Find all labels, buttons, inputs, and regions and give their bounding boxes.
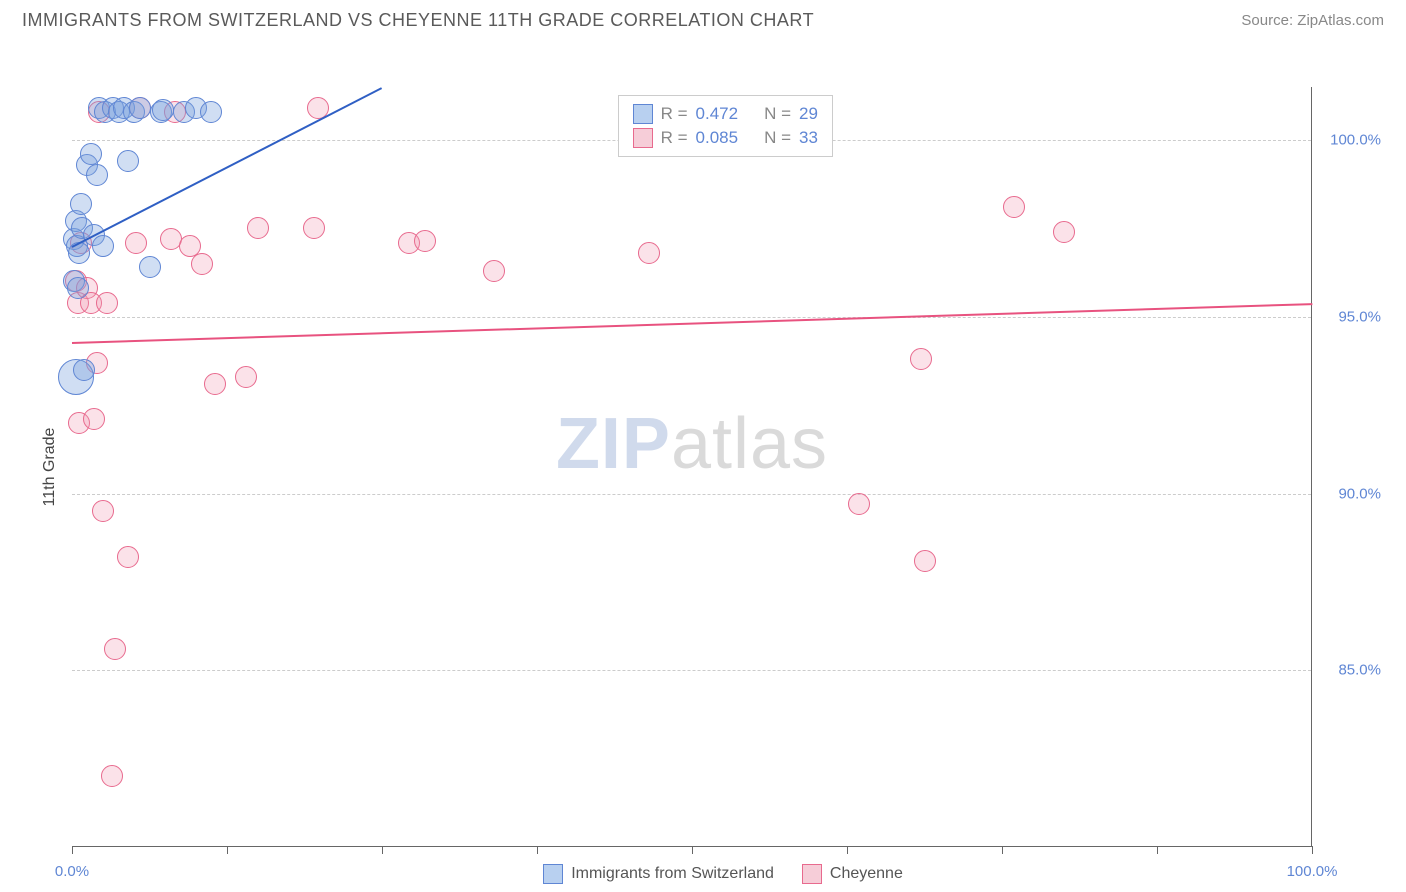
gridline-h (72, 494, 1311, 495)
legend-r-value: 0.472 (696, 104, 739, 124)
data-point-cheyenne (638, 242, 660, 264)
x-tick (1312, 846, 1313, 854)
data-point-cheyenne (848, 493, 870, 515)
data-point-cheyenne (101, 765, 123, 787)
legend-swatch (633, 128, 653, 148)
legend-item: Cheyenne (802, 864, 903, 884)
data-point-cheyenne (125, 232, 147, 254)
data-point-cheyenne (96, 292, 118, 314)
data-point-switzerland (73, 359, 95, 381)
data-point-cheyenne (204, 373, 226, 395)
legend-label: Immigrants from Switzerland (571, 865, 774, 883)
data-point-cheyenne (914, 550, 936, 572)
x-tick (847, 846, 848, 854)
legend-n-value: 33 (799, 128, 818, 148)
x-tick (692, 846, 693, 854)
data-point-cheyenne (235, 366, 257, 388)
data-point-cheyenne (92, 500, 114, 522)
legend-n-value: 29 (799, 104, 818, 124)
data-point-cheyenne (910, 348, 932, 370)
data-point-switzerland (152, 99, 174, 121)
data-point-switzerland (129, 97, 151, 119)
source-attribution: Source: ZipAtlas.com (1241, 12, 1384, 29)
legend-row: R = 0.085 N = 33 (633, 126, 818, 150)
chart-title: IMMIGRANTS FROM SWITZERLAND VS CHEYENNE … (22, 10, 814, 31)
legend-swatch (633, 104, 653, 124)
data-point-switzerland (80, 143, 102, 165)
data-point-switzerland (67, 277, 89, 299)
plot-region: 11th Grade 85.0%90.0%95.0%100.0%0.0%100.… (72, 87, 1312, 847)
legend-series: Immigrants from Switzerland Cheyenne (543, 864, 903, 884)
y-tick-label: 100.0% (1321, 132, 1381, 149)
data-point-cheyenne (1053, 221, 1075, 243)
legend-n-label: N = (764, 104, 791, 124)
data-point-cheyenne (414, 230, 436, 252)
data-point-switzerland (70, 193, 92, 215)
legend-r-label: R = (661, 128, 688, 148)
legend-row: R = 0.472 N = 29 (633, 102, 818, 126)
legend-item: Immigrants from Switzerland (543, 864, 774, 884)
gridline-h (72, 317, 1311, 318)
x-tick-label: 0.0% (55, 863, 89, 880)
source-prefix: Source: (1241, 12, 1297, 29)
x-tick (382, 846, 383, 854)
data-point-switzerland (117, 150, 139, 172)
data-point-switzerland (139, 256, 161, 278)
data-point-cheyenne (483, 260, 505, 282)
y-tick-label: 85.0% (1321, 662, 1381, 679)
y-tick-label: 90.0% (1321, 485, 1381, 502)
legend-r-label: R = (661, 104, 688, 124)
legend-r-value: 0.085 (696, 128, 739, 148)
data-point-cheyenne (303, 217, 325, 239)
y-tick-label: 95.0% (1321, 308, 1381, 325)
x-tick (537, 846, 538, 854)
data-point-cheyenne (117, 546, 139, 568)
legend-correlation: R = 0.472 N = 29 R = 0.085 N = 33 (618, 95, 833, 157)
watermark: ZIPatlas (556, 403, 828, 485)
x-tick-label: 100.0% (1287, 863, 1338, 880)
source-link[interactable]: ZipAtlas.com (1297, 12, 1384, 29)
legend-label: Cheyenne (830, 865, 903, 883)
data-point-cheyenne (191, 253, 213, 275)
y-axis-label: 11th Grade (41, 427, 59, 506)
data-point-cheyenne (247, 217, 269, 239)
gridline-h (72, 670, 1311, 671)
chart-header: IMMIGRANTS FROM SWITZERLAND VS CHEYENNE … (0, 0, 1406, 37)
x-tick (227, 846, 228, 854)
x-tick (72, 846, 73, 854)
data-point-switzerland (92, 235, 114, 257)
legend-n-label: N = (764, 128, 791, 148)
x-tick (1002, 846, 1003, 854)
data-point-cheyenne (83, 408, 105, 430)
data-point-cheyenne (104, 638, 126, 660)
data-point-cheyenne (1003, 196, 1025, 218)
legend-swatch (543, 864, 563, 884)
data-point-switzerland (86, 164, 108, 186)
trend-line-cheyenne (72, 303, 1312, 344)
legend-swatch (802, 864, 822, 884)
data-point-switzerland (200, 101, 222, 123)
x-tick (1157, 846, 1158, 854)
